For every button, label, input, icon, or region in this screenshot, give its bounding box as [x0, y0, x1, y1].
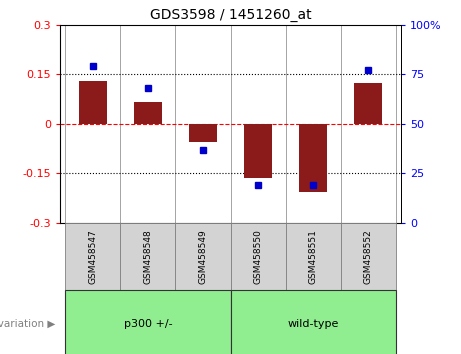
- Bar: [65, 290, 230, 354]
- Bar: [299, 124, 327, 192]
- Bar: [244, 124, 272, 178]
- Bar: [176, 223, 230, 290]
- Bar: [134, 102, 162, 124]
- Text: p300 +/-: p300 +/-: [124, 319, 172, 329]
- Bar: [355, 82, 382, 124]
- Bar: [230, 223, 285, 290]
- Text: GSM458547: GSM458547: [89, 229, 97, 284]
- Text: GSM458548: GSM458548: [143, 229, 153, 284]
- Title: GDS3598 / 1451260_at: GDS3598 / 1451260_at: [150, 8, 311, 22]
- Bar: [285, 223, 341, 290]
- Bar: [230, 290, 396, 354]
- Text: genotype/variation ▶: genotype/variation ▶: [0, 319, 55, 329]
- Text: GSM458552: GSM458552: [364, 229, 372, 284]
- Bar: [79, 81, 106, 124]
- Bar: [65, 223, 120, 290]
- Bar: [341, 223, 396, 290]
- Bar: [189, 124, 217, 142]
- Text: GSM458551: GSM458551: [308, 229, 318, 284]
- Text: GSM458549: GSM458549: [199, 229, 207, 284]
- Text: wild-type: wild-type: [287, 319, 339, 329]
- Text: GSM458550: GSM458550: [254, 229, 262, 284]
- Bar: [120, 223, 176, 290]
